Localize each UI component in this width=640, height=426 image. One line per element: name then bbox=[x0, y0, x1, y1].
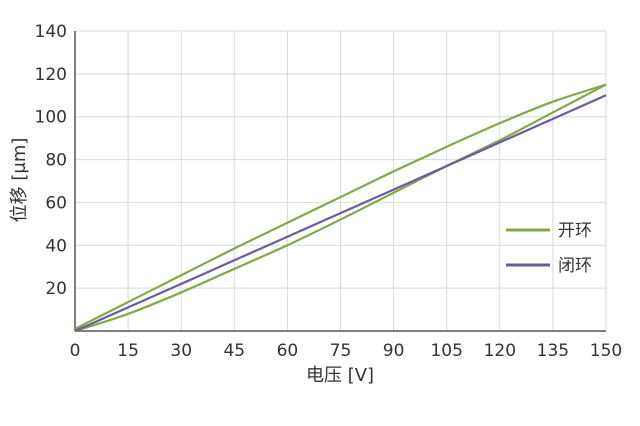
tick-labels: 0 15 30 45 60 75 90 105 120 135 150 20 40 60 80 100 120 1… bbox=[35, 22, 623, 361]
axes bbox=[74, 31, 606, 332]
x-tick-label-9: 135 bbox=[537, 341, 569, 361]
series-line-0-1 bbox=[74, 83, 607, 333]
y-tick-label-3: 80 bbox=[45, 151, 67, 171]
x-tick-label-7: 105 bbox=[430, 341, 462, 361]
legend: 开环 闭环 bbox=[506, 221, 592, 276]
y-tick-label-4: 100 bbox=[35, 108, 67, 128]
legend-label-open-loop: 开环 bbox=[558, 221, 592, 241]
series-line-0-0 bbox=[74, 83, 607, 330]
y-tick-label-0: 20 bbox=[45, 279, 67, 299]
x-tick-label-10: 150 bbox=[590, 341, 622, 361]
legend-label-closed-loop: 闭环 bbox=[558, 256, 592, 276]
x-tick-label-5: 75 bbox=[330, 341, 352, 361]
x-tick-label-3: 45 bbox=[223, 341, 245, 361]
grid bbox=[74, 30, 607, 331]
y-tick-label-2: 60 bbox=[45, 193, 67, 213]
y-tick-label-6: 140 bbox=[35, 22, 67, 42]
series-layer bbox=[74, 83, 607, 333]
x-tick-label-8: 120 bbox=[484, 341, 516, 361]
x-axis-label: 电压 [V] bbox=[306, 365, 374, 386]
y-axis-label: 位移 [μm] bbox=[9, 138, 30, 223]
y-tick-label-5: 120 bbox=[35, 65, 67, 85]
y-tick-label-1: 40 bbox=[45, 236, 67, 256]
x-tick-label-2: 30 bbox=[170, 341, 192, 361]
x-tick-label-4: 60 bbox=[277, 341, 299, 361]
series-line-1-0 bbox=[74, 94, 607, 333]
x-tick-label-6: 90 bbox=[383, 341, 405, 361]
x-tick-label-0: 0 bbox=[70, 341, 81, 361]
x-tick-label-1: 15 bbox=[117, 341, 139, 361]
